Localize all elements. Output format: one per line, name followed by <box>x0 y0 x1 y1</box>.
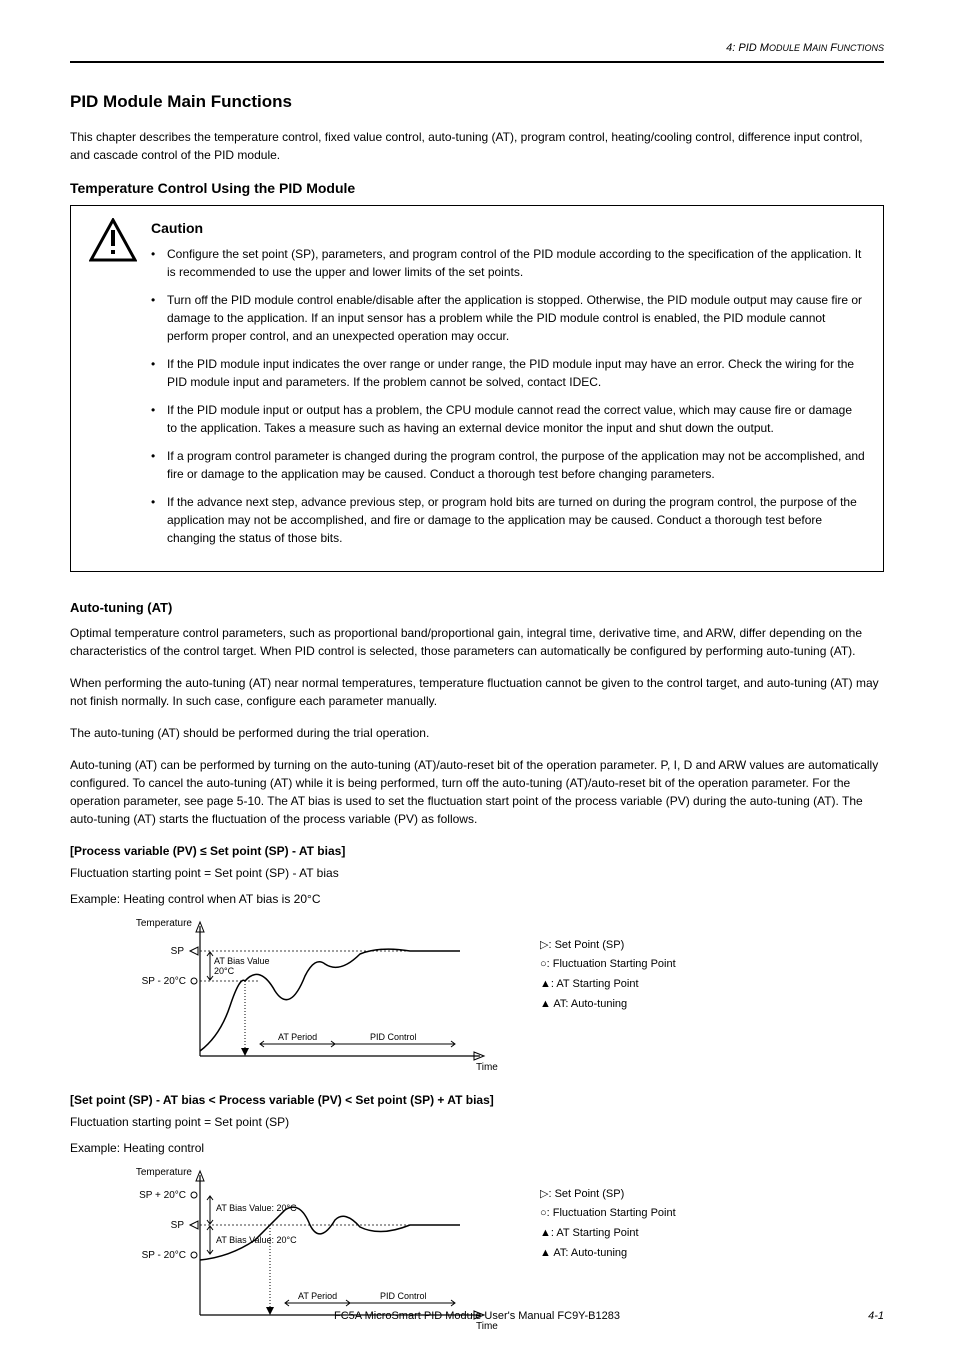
chart2-bias1: AT Bias Value: 20°C <box>216 1203 297 1213</box>
section-title: PID Module Main Functions <box>70 89 884 115</box>
chart2-sp20p: SP + 20°C <box>139 1190 186 1201</box>
case2-desc: Fluctuation starting point = Set point (… <box>70 1113 884 1131</box>
chart2-sp: SP <box>171 1220 185 1231</box>
chapter-t5: UNCTIONS <box>837 43 884 53</box>
subsection-title: Temperature Control Using the PID Module <box>70 178 884 199</box>
chapter-t4: F <box>827 42 837 54</box>
caution-item: If the advance next step, advance previo… <box>151 493 865 547</box>
chart2-sp20m: SP - 20°C <box>142 1250 186 1261</box>
chart1-row: Temperature Time SP SP - 20°C AT Period … <box>70 916 884 1081</box>
chart2-ylabel-temp: Temperature <box>136 1167 193 1178</box>
chart1-sp20: SP - 20°C <box>142 976 186 987</box>
chart2-bias2: AT Bias Value: 20°C <box>216 1235 297 1245</box>
chart1-pid: PID Control <box>370 1032 417 1042</box>
caution-content: Caution Configure the set point (SP), pa… <box>151 218 865 557</box>
chart1-bias-l1: AT Bias Value <box>214 956 270 966</box>
chart1-svg: Temperature Time SP SP - 20°C AT Period … <box>110 916 510 1076</box>
at-p1: Optimal temperature control parameters, … <box>70 624 884 660</box>
chart1-xlabel: Time <box>476 1062 498 1073</box>
chapter-header: 4: PID MODULE MAIN FUNCTIONS <box>70 40 884 57</box>
page-footer: FC5A MicroSmart PID Module User's Manual… <box>0 1308 954 1325</box>
case2-ex: Example: Heating control <box>70 1139 884 1157</box>
caution-list: Configure the set point (SP), parameters… <box>151 245 865 547</box>
caution-item: If a program control parameter is change… <box>151 447 865 483</box>
chart2-legend: ▷: Set Point (SP) ○: Fluctuation Startin… <box>540 1165 676 1264</box>
chart1-ylabel-temp: Temperature <box>136 918 193 929</box>
chart2-at-period: AT Period <box>298 1291 337 1301</box>
at-heading: Auto-tuning (AT) <box>70 598 884 618</box>
chart1-at-period: AT Period <box>278 1032 317 1042</box>
chart1-wrap: Temperature Time SP SP - 20°C AT Period … <box>110 916 510 1081</box>
at-p3: The auto-tuning (AT) should be performed… <box>70 724 884 742</box>
caution-label: Caution <box>151 218 865 239</box>
section-lead: This chapter describes the temperature c… <box>70 128 884 164</box>
chapter-t3: AIN <box>812 43 827 53</box>
chart2-pid: PID Control <box>380 1291 427 1301</box>
at-p2: When performing the auto-tuning (AT) nea… <box>70 674 884 710</box>
chapter-num: 4: PID M <box>726 42 769 54</box>
warning-icon <box>89 218 137 262</box>
case1-desc: Fluctuation starting point = Set point (… <box>70 864 884 882</box>
caution-item: Turn off the PID module control enable/d… <box>151 291 865 345</box>
chart1-sp: SP <box>171 946 185 957</box>
page-number: 4-1 <box>868 1308 884 1325</box>
at-p4: Auto-tuning (AT) can be performed by tur… <box>70 756 884 828</box>
caution-item: If the PID module input or output has a … <box>151 401 865 437</box>
header-rule <box>70 61 884 63</box>
caution-box: Caution Configure the set point (SP), pa… <box>70 205 884 572</box>
caution-item: If the PID module input indicates the ov… <box>151 355 865 391</box>
caution-item: Configure the set point (SP), parameters… <box>151 245 865 281</box>
case1-title: [Process variable (PV) ≤ Set point (SP) … <box>70 842 884 860</box>
chart1-legend: ▷: Set Point (SP) ○: Fluctuation Startin… <box>540 916 676 1015</box>
case2-title: [Set point (SP) - AT bias < Process vari… <box>70 1091 884 1109</box>
caution-head: Caution Configure the set point (SP), pa… <box>89 218 865 557</box>
chapter-t1: ODULE <box>769 43 800 53</box>
chapter-t2: M <box>800 42 812 54</box>
case1-ex: Example: Heating control when AT bias is… <box>70 890 884 908</box>
chart1-bias-l2: 20°C <box>214 966 235 976</box>
